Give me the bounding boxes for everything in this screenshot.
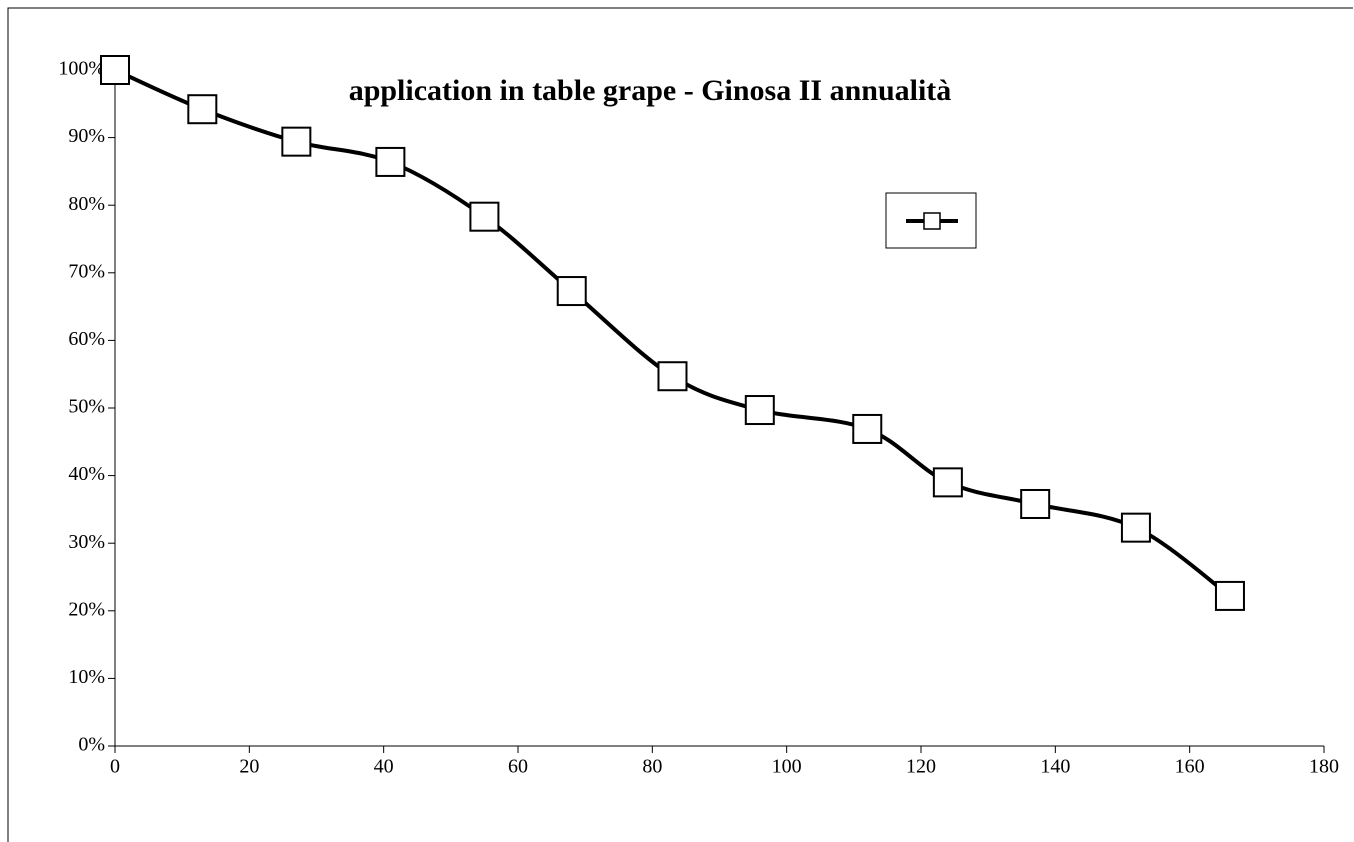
point-marker: [1020, 488, 1051, 519]
y-tick-label: 60%: [68, 328, 105, 350]
point-marker: [375, 146, 406, 177]
chart-frame: [7, 7, 1353, 842]
x-tick-label: 20: [239, 756, 259, 778]
point-marker: [657, 361, 688, 392]
x-tick-label: 100: [772, 756, 802, 778]
x-tick-label: 60: [508, 756, 528, 778]
chart-title: application in table grape - Ginosa II a…: [349, 74, 952, 107]
y-tick-label: 30%: [68, 531, 105, 553]
y-tick-label: 40%: [68, 463, 105, 485]
point-marker: [932, 467, 963, 498]
point-marker: [852, 413, 883, 444]
point-marker: [100, 55, 130, 85]
y-tick-label: 20%: [68, 598, 105, 620]
y-tick-label: 70%: [68, 260, 105, 282]
x-tick-label: 0: [110, 756, 120, 778]
point-marker: [187, 94, 218, 125]
point-marker: [1214, 580, 1245, 611]
y-tick-label: 0%: [78, 734, 105, 756]
y-tick-label: 100%: [58, 58, 105, 80]
x-tick-label: 40: [374, 756, 394, 778]
y-tick-label: 90%: [68, 125, 105, 147]
point-marker: [744, 395, 775, 426]
legend-marker: [923, 212, 941, 230]
x-tick-label: 160: [1175, 756, 1205, 778]
x-tick-label: 180: [1309, 756, 1339, 778]
point-marker: [556, 276, 587, 307]
point-marker: [1120, 512, 1151, 543]
x-tick-label: 140: [1040, 756, 1070, 778]
y-tick-label: 50%: [68, 396, 105, 418]
y-tick-label: 10%: [68, 666, 105, 688]
point-marker: [281, 126, 312, 157]
point-marker: [469, 201, 500, 232]
x-tick-label: 80: [642, 756, 662, 778]
y-tick-label: 80%: [68, 193, 105, 215]
x-tick-label: 120: [906, 756, 936, 778]
